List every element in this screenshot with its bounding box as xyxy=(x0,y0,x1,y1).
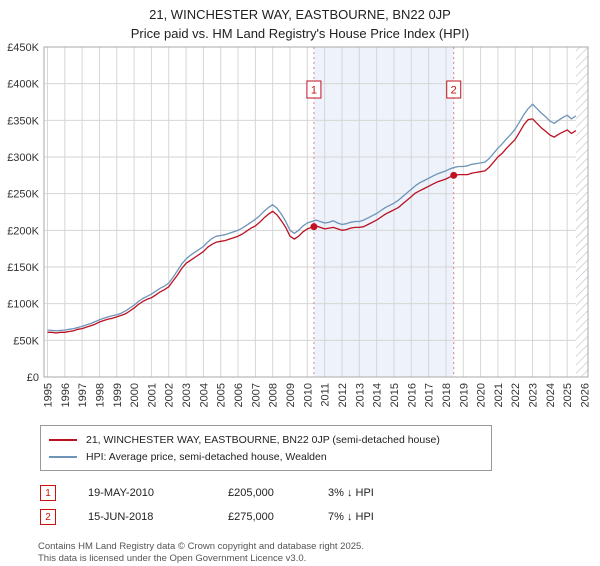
footer-line-2: This data is licensed under the Open Gov… xyxy=(38,553,307,565)
transaction-1-date: 19-MAY-2010 xyxy=(88,487,155,499)
transaction-1-hpi-note: 3% ↓ HPI xyxy=(328,487,374,499)
price-chart: 1995 1996 1997 1998 1999 2000 2001 2002 2003 2004… xyxy=(7,42,591,407)
transactions-list: 1 19-MAY-2010 £205,000 3% ↓ HPI 2 15-JUN… xyxy=(40,481,600,529)
x-axis-year-label: 2005 xyxy=(216,383,228,407)
x-axis-year-label: 2016 xyxy=(406,383,418,407)
x-axis-year-label: 2014 xyxy=(372,383,384,407)
plot-border xyxy=(43,46,589,378)
x-axis-year-label: 2022 xyxy=(510,383,522,407)
y-axis-price-label: £250K xyxy=(7,189,39,201)
legend-label-hpi: HPI: Average price, semi-detached house,… xyxy=(86,450,327,463)
x-axis-year-label: 2009 xyxy=(285,383,297,407)
sale-marker-number: 1 xyxy=(311,85,317,97)
chart-plot-area: 1995 1996 1997 1998 1999 2000 2001 2002 2003 2004… xyxy=(7,42,591,407)
x-axis-year-label: 2019 xyxy=(458,383,470,407)
x-axis-year-label: 2004 xyxy=(198,383,210,407)
legend-item-property: 21, WINCHESTER WAY, EASTBOURNE, BN22 0JP… xyxy=(49,431,483,448)
x-axis-year-label: 2008 xyxy=(268,383,280,407)
x-axis-year-label: 2020 xyxy=(476,383,488,407)
y-axis-price-label: £50K xyxy=(13,335,39,347)
x-axis-year-label: 2018 xyxy=(441,383,453,407)
x-axis-year-label: 2015 xyxy=(389,383,401,407)
x-axis-year-label: 2013 xyxy=(354,383,366,407)
x-axis-year-label: 1996 xyxy=(60,383,72,407)
y-axis-price-label: £100K xyxy=(7,299,39,311)
sale-price-dot xyxy=(310,223,318,231)
license-footer: Contains HM Land Registry data © Crown c… xyxy=(38,541,600,566)
x-axis-year-label: 2021 xyxy=(493,383,505,407)
x-axis-year-label: 1999 xyxy=(112,383,124,407)
x-axis-year-label: 2024 xyxy=(545,383,557,407)
transaction-row-1: 1 19-MAY-2010 £205,000 3% ↓ HPI xyxy=(40,481,600,505)
x-axis-year-label: 2001 xyxy=(146,383,158,407)
transaction-1-marker: 1 xyxy=(40,485,56,501)
y-axis-price-label: £450K xyxy=(7,42,39,54)
x-axis-year-label: 2012 xyxy=(337,383,349,407)
between-sales-shaded-region xyxy=(313,47,454,377)
y-axis-price-label: £400K xyxy=(7,79,39,91)
page-subtitle: Price paid vs. HM Land Registry's House … xyxy=(130,26,470,41)
footer-line-1: Contains HM Land Registry data © Crown c… xyxy=(38,541,364,552)
legend-label-property: 21, WINCHESTER WAY, EASTBOURNE, BN22 0JP… xyxy=(86,433,440,446)
x-axis-year-label: 2002 xyxy=(164,383,176,407)
property-line-swatch xyxy=(49,438,77,441)
y-axis-price-label: £300K xyxy=(7,152,39,164)
sale-marker-box xyxy=(306,80,322,99)
x-axis-year-label: 2023 xyxy=(528,383,540,407)
x-axis-year-label: 2026 xyxy=(580,383,592,407)
transaction-row-2: 2 15-JUN-2018 £275,000 7% ↓ HPI xyxy=(40,505,600,529)
y-axis-price-label: £150K xyxy=(7,262,39,274)
x-axis-year-label: 2000 xyxy=(129,383,141,407)
transaction-2-marker: 2 xyxy=(40,509,56,525)
transaction-2-price: £275,000 xyxy=(228,511,274,523)
transaction-1-price: £205,000 xyxy=(228,487,274,499)
y-axis-price-label: £0 xyxy=(27,372,39,384)
x-axis-year-label: 2010 xyxy=(302,383,314,407)
transaction-2-hpi-note: 7% ↓ HPI xyxy=(328,511,374,523)
sale-marker-number: 2 xyxy=(451,85,457,97)
sale-marker-box xyxy=(446,80,462,99)
hpi-line xyxy=(47,103,577,332)
y-axis-price-label: £200K xyxy=(7,225,39,237)
sale-price-dot xyxy=(450,171,458,179)
hpi-line-swatch xyxy=(49,455,77,458)
x-axis-year-label: 2011 xyxy=(320,383,332,407)
future-hatch-region xyxy=(575,47,588,377)
x-axis-year-label: 2006 xyxy=(233,383,245,407)
x-axis-year-label: 2007 xyxy=(250,383,262,407)
x-axis-year-label: 2017 xyxy=(424,383,436,407)
page-title: 21, WINCHESTER WAY, EASTBOURNE, BN22 0JP xyxy=(149,7,451,22)
x-axis-year-label: 2025 xyxy=(562,383,574,407)
chart-legend: 21, WINCHESTER WAY, EASTBOURNE, BN22 0JP… xyxy=(40,425,492,471)
x-axis-year-label: 1997 xyxy=(77,383,89,407)
x-axis-year-label: 2003 xyxy=(181,383,193,407)
x-axis-year-label: 1995 xyxy=(42,383,54,407)
x-axis-year-label: 1998 xyxy=(94,383,106,407)
chart-header: 21, WINCHESTER WAY, EASTBOURNE, BN22 0JP… xyxy=(0,0,600,41)
legend-item-hpi: HPI: Average price, semi-detached house,… xyxy=(49,448,483,465)
transaction-2-date: 15-JUN-2018 xyxy=(88,511,154,523)
y-axis-price-label: £350K xyxy=(7,115,39,127)
